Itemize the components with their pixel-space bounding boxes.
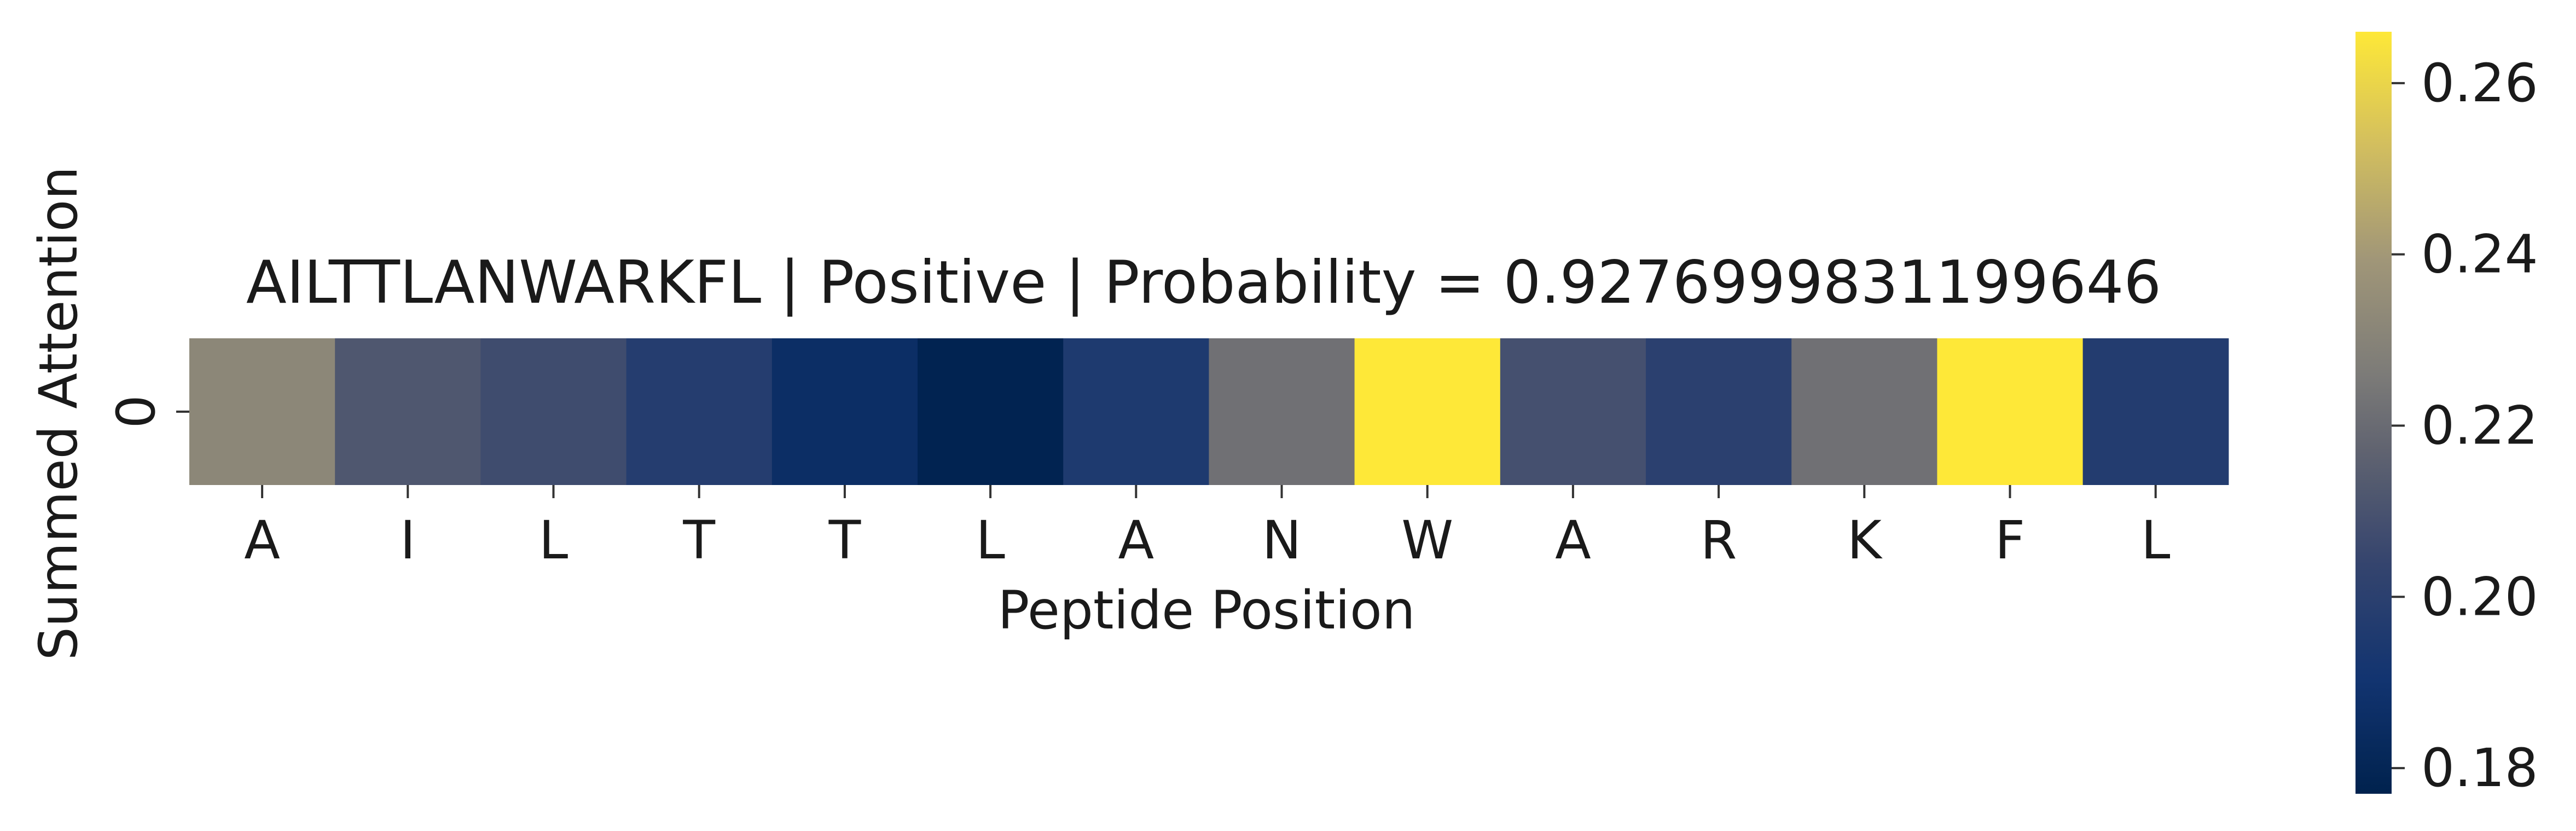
x-tick-label: I bbox=[400, 510, 415, 571]
x-tick-label: R bbox=[1701, 510, 1737, 571]
heatmap-cell bbox=[335, 338, 481, 485]
y-axis-label: Summed Attention bbox=[28, 166, 89, 660]
heatmap-cell bbox=[480, 338, 627, 485]
x-tick-label: L bbox=[539, 510, 568, 571]
heatmap-cell bbox=[1791, 338, 1937, 485]
x-tick-label: T bbox=[682, 510, 715, 571]
heatmap-cell bbox=[1209, 338, 1355, 485]
heatmap-cell bbox=[1500, 338, 1646, 485]
x-tick-label: W bbox=[1401, 510, 1453, 571]
x-tick-label: N bbox=[1262, 510, 1302, 571]
chart-title: AILTTLANWARKFL | Positive | Probability … bbox=[246, 249, 2161, 317]
colorbar-tick-label: 0.20 bbox=[2421, 566, 2538, 627]
x-tick-label: A bbox=[1118, 510, 1154, 571]
x-tick-label: A bbox=[244, 510, 280, 571]
colorbar-tick-label: 0.24 bbox=[2421, 224, 2538, 285]
x-tick-label: K bbox=[1847, 510, 1883, 571]
colorbar bbox=[2355, 32, 2392, 794]
x-tick-label: L bbox=[2141, 510, 2170, 571]
colorbar-tick-label: 0.18 bbox=[2421, 737, 2538, 799]
heatmap-cell bbox=[1646, 338, 1792, 485]
y-tick-label: 0 bbox=[106, 395, 167, 428]
x-tick-label: L bbox=[976, 510, 1005, 571]
colorbar-ticks: 0.18 0.20 0.22 0.24 0.26 bbox=[2392, 53, 2538, 799]
x-tick-label: A bbox=[1555, 510, 1591, 571]
heatmap-cell bbox=[189, 338, 335, 485]
heatmap-cell bbox=[626, 338, 773, 485]
heatmap-cell bbox=[1937, 338, 2084, 485]
x-axis-label: Peptide Position bbox=[997, 580, 1415, 641]
colorbar-tick-label: 0.22 bbox=[2421, 395, 2538, 456]
heatmap-cells bbox=[189, 338, 2229, 485]
heatmap-cell bbox=[771, 338, 918, 485]
y-axis-ticks: 0 bbox=[106, 395, 189, 429]
x-tick-label: T bbox=[828, 510, 861, 571]
x-tick-label: F bbox=[1995, 510, 2025, 571]
heatmap-cell bbox=[1354, 338, 1501, 485]
heatmap-cell bbox=[1063, 338, 1209, 485]
heatmap-cell bbox=[2082, 338, 2229, 485]
colorbar-tick-label: 0.26 bbox=[2421, 53, 2538, 114]
heatmap-cell bbox=[918, 338, 1064, 485]
